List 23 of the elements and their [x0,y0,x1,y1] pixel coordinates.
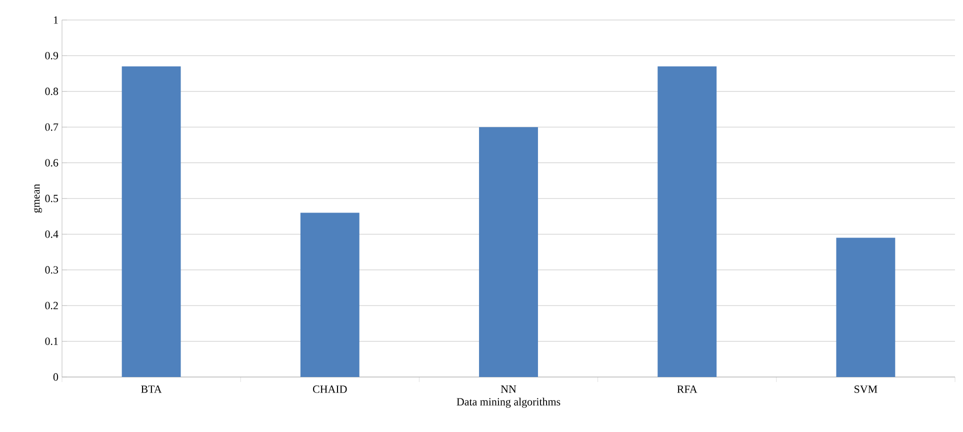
y-tick-label: 1 [54,16,58,24]
y-tick-label: 0 [53,373,58,381]
y-tick-label: 0.6 [45,159,58,167]
bar [658,66,717,377]
bar [122,66,181,377]
bar [479,127,538,377]
y-tick-label: 0.3 [45,266,58,274]
y-tick-label: 0.5 [45,194,58,202]
bar [300,212,360,377]
y-tick-label: 0.7 [45,123,58,131]
x-tick-label: CHAID [313,386,347,393]
y-tick-label: 0.4 [45,230,58,238]
y-tick-label: 0.2 [45,302,58,310]
bar [836,238,896,377]
x-axis-title: Data mining algorithms [456,398,560,408]
x-tick-label: NN [500,386,516,393]
y-axis-title: gmean [34,184,42,213]
x-tick-label: RFA [677,386,698,393]
x-tick-label: BTA [141,386,162,393]
y-tick-label: 0.1 [45,338,58,346]
y-tick-label: 0.8 [45,88,58,96]
x-tick-label: SVM [854,386,878,393]
y-tick-label: 0.9 [45,52,58,60]
